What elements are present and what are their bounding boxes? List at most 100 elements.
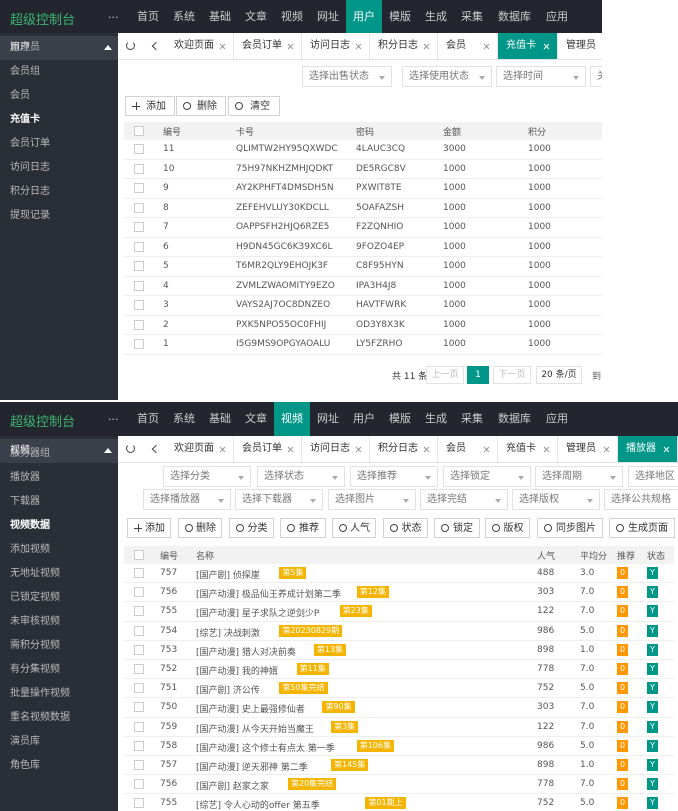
toolbar-button[interactable]: 推荐 bbox=[280, 518, 326, 538]
tab[interactable]: 管理员 bbox=[558, 33, 602, 59]
status-badge[interactable]: Y bbox=[647, 701, 658, 714]
row-checkbox[interactable] bbox=[134, 798, 144, 809]
status-badge[interactable]: Y bbox=[647, 720, 658, 733]
video-name[interactable]: [国产动漫] 我的神婿 bbox=[196, 667, 278, 677]
filter-select[interactable]: 选择公共规格 bbox=[604, 489, 678, 510]
nav-item[interactable]: 数据库 bbox=[498, 10, 531, 23]
video-name[interactable]: [国产动漫] 星子求队之逆剑少P bbox=[196, 609, 320, 620]
video-name[interactable]: [国产动漫] 从今天开始当魔王 bbox=[196, 724, 314, 735]
prev-page[interactable]: 上一页 bbox=[426, 365, 464, 384]
sidebar-item[interactable]: 角色库 bbox=[10, 760, 40, 771]
sidebar-item[interactable]: 服务器组 bbox=[10, 448, 50, 459]
row-checkbox[interactable] bbox=[134, 664, 144, 674]
tab[interactable]: 播放器 bbox=[618, 436, 678, 462]
nav-item[interactable]: 模版 bbox=[389, 412, 411, 425]
filter-select[interactable]: 选择时间 bbox=[496, 66, 586, 87]
recommend-badge[interactable]: 0 bbox=[617, 701, 628, 714]
row-checkbox[interactable] bbox=[134, 202, 144, 213]
video-name[interactable]: [国产动漫] 这个修士有点太 第一季 bbox=[196, 743, 335, 754]
toolbar-button[interactable]: 人气 bbox=[332, 518, 376, 538]
toolbar-button[interactable]: 清空 bbox=[228, 96, 280, 116]
sidebar-item[interactable]: 无地址视频 bbox=[10, 568, 60, 579]
video-name[interactable]: [国产剧] 济公传 bbox=[196, 686, 260, 697]
video-name[interactable]: [国产动漫] 史上最强修仙者 bbox=[196, 705, 305, 716]
filter-select[interactable]: 选择下载器 bbox=[235, 489, 323, 510]
row-checkbox[interactable] bbox=[134, 606, 144, 617]
toolbar-button[interactable]: 同步图片 bbox=[537, 518, 603, 538]
tab-close[interactable] bbox=[603, 446, 609, 452]
recommend-badge[interactable]: 0 bbox=[617, 682, 628, 695]
tab[interactable]: 欢迎页面 bbox=[166, 33, 234, 59]
status-badge[interactable]: Y bbox=[647, 797, 658, 810]
filter-select[interactable]: 选择播放器 bbox=[143, 489, 231, 510]
status-badge[interactable]: Y bbox=[647, 586, 658, 599]
nav-item[interactable]: 数据库 bbox=[498, 412, 531, 425]
tab[interactable]: 充值卡 bbox=[498, 436, 558, 462]
tab[interactable]: 管理员 bbox=[558, 436, 618, 462]
filter-select[interactable]: 选择完结 bbox=[420, 489, 508, 510]
toolbar-button[interactable]: 生成页面 bbox=[609, 518, 675, 538]
nav-item[interactable]: 文章 bbox=[245, 10, 267, 23]
tab-close[interactable] bbox=[483, 446, 489, 452]
nav-item[interactable]: 网址 bbox=[317, 10, 339, 23]
recommend-badge[interactable]: 0 bbox=[617, 778, 628, 791]
nav-item[interactable]: 网址 bbox=[317, 412, 339, 425]
toolbar-button[interactable]: 删除 bbox=[176, 96, 226, 116]
filter-select[interactable]: 选择图片 bbox=[328, 489, 416, 510]
back-button[interactable] bbox=[151, 444, 161, 454]
nav-item[interactable]: 基础 bbox=[209, 10, 231, 23]
sidebar-item[interactable]: 添加视频 bbox=[10, 544, 50, 555]
toolbar-button[interactable]: 分类 bbox=[229, 518, 274, 538]
page-number[interactable]: 1 bbox=[467, 365, 489, 384]
sidebar-item[interactable]: 管理员 bbox=[10, 42, 40, 53]
sidebar-item[interactable]: 充值卡 bbox=[10, 114, 40, 125]
next-page[interactable]: 下一页 bbox=[493, 365, 531, 384]
tab[interactable]: 会员订单 bbox=[234, 436, 302, 462]
sidebar-item[interactable]: 批量操作视频 bbox=[10, 688, 70, 699]
toolbar-button[interactable]: 锁定 bbox=[434, 518, 480, 538]
video-name[interactable]: [综艺] 决战刺激 bbox=[196, 628, 260, 639]
tab-close[interactable] bbox=[355, 43, 361, 49]
refresh-button[interactable] bbox=[126, 41, 135, 50]
row-checkbox[interactable] bbox=[134, 339, 144, 349]
select-all[interactable] bbox=[134, 550, 144, 560]
sidebar-item[interactable]: 需积分视频 bbox=[10, 640, 60, 651]
row-checkbox[interactable] bbox=[134, 183, 144, 193]
recommend-badge[interactable]: 0 bbox=[617, 586, 628, 599]
tab-close[interactable] bbox=[423, 43, 429, 49]
sidebar-item[interactable]: 会员订单 bbox=[10, 138, 50, 149]
sidebar-item[interactable]: 有分集视频 bbox=[10, 664, 60, 675]
filter-select[interactable]: 选择周期 bbox=[535, 466, 623, 487]
filter-select[interactable]: 选择出售状态 bbox=[302, 66, 392, 87]
row-checkbox[interactable] bbox=[134, 587, 144, 598]
row-checkbox[interactable] bbox=[134, 144, 144, 154]
tab[interactable]: 会员 bbox=[438, 33, 498, 59]
tab-close[interactable] bbox=[287, 43, 293, 49]
tab-close[interactable] bbox=[219, 446, 225, 452]
nav-item[interactable]: 文章 bbox=[245, 412, 267, 425]
nav-item[interactable]: 用户 bbox=[353, 412, 375, 425]
toolbar-button[interactable]: 状态 bbox=[383, 518, 428, 538]
row-checkbox[interactable] bbox=[134, 222, 144, 232]
row-checkbox[interactable] bbox=[134, 280, 144, 291]
status-badge[interactable]: Y bbox=[647, 605, 658, 618]
filter-select[interactable]: 关 bbox=[590, 66, 602, 87]
status-badge[interactable]: Y bbox=[647, 663, 658, 675]
tab[interactable]: 欢迎页面 bbox=[166, 436, 234, 462]
sidebar-item[interactable]: 重名视频数据 bbox=[10, 712, 70, 723]
select-all[interactable] bbox=[134, 126, 144, 136]
status-badge[interactable]: Y bbox=[647, 643, 658, 656]
nav-item[interactable]: 生成 bbox=[425, 10, 447, 23]
sidebar-item[interactable]: 播放器 bbox=[10, 472, 40, 483]
nav-item[interactable]: 应用 bbox=[546, 412, 568, 425]
tab[interactable]: 积分日志 bbox=[370, 436, 438, 462]
video-name[interactable]: [国产动漫] 逆天邪神 第二季 bbox=[196, 763, 308, 773]
recommend-badge[interactable]: 0 bbox=[617, 605, 628, 618]
recommend-badge[interactable]: 0 bbox=[617, 797, 628, 810]
row-checkbox[interactable] bbox=[134, 740, 144, 751]
recommend-badge[interactable]: 0 bbox=[617, 759, 628, 771]
sidebar-item[interactable]: 未审核视频 bbox=[10, 616, 60, 627]
status-badge[interactable]: Y bbox=[647, 624, 658, 637]
nav-item[interactable]: 视频 bbox=[281, 10, 303, 23]
tab-close[interactable] bbox=[287, 446, 293, 452]
